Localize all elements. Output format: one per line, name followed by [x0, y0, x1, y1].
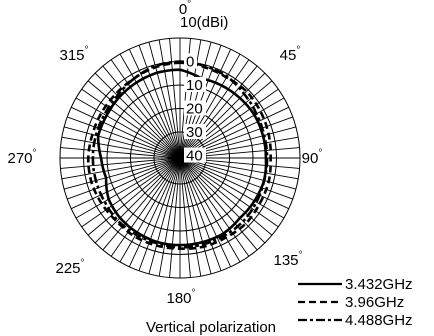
grid-ring — [130, 108, 230, 208]
grid-spoke — [158, 160, 181, 277]
grid-spoke — [181, 80, 273, 157]
radial-tick-label: 30 — [186, 124, 203, 141]
grid-spoke — [181, 72, 266, 157]
grid-spoke — [87, 80, 179, 157]
grid-spoke — [138, 45, 180, 156]
grid-spoke — [110, 59, 179, 157]
grid-spoke — [63, 126, 178, 158]
grid-spoke — [60, 147, 178, 159]
grid-spoke — [181, 88, 279, 157]
axis-labels: 10(dBi) 0 10 20 30 40 0° 45° 90° 135° 180° 225° 270… — [7, 0, 322, 307]
grid-spoke — [67, 158, 178, 200]
angle-label: 90° — [302, 148, 323, 167]
grid-spoke — [179, 160, 202, 277]
grid-spoke — [94, 159, 179, 244]
radial-tick-bg — [184, 53, 197, 69]
grid-spoke — [182, 158, 289, 210]
grid-spoke — [158, 39, 181, 156]
angle-label: 45° — [280, 45, 301, 64]
legend-label: 3.432GHz — [345, 276, 413, 293]
grid-spoke — [119, 159, 180, 263]
grid-spoke — [181, 159, 250, 257]
legend-label: 4.488GHz — [345, 312, 413, 329]
grid-ring — [106, 84, 254, 232]
grid-spoke — [61, 157, 178, 180]
radial-tick-label: 0 — [186, 54, 194, 71]
radial-tick-label: 40 — [186, 148, 203, 165]
grid-spoke — [102, 159, 179, 251]
grid-spoke — [87, 159, 179, 236]
grid-spoke — [148, 41, 180, 156]
grid-spoke — [180, 160, 212, 275]
angle-label: 180° — [166, 288, 195, 307]
grid-spoke — [128, 160, 180, 267]
legend-label: 3.96GHz — [345, 294, 404, 311]
grid-spoke — [181, 159, 279, 228]
angle-label: 0° — [179, 0, 191, 18]
angle-label: 135° — [273, 250, 302, 269]
grid-spoke — [181, 97, 285, 158]
grid-spoke — [102, 65, 179, 157]
angle-label: 225° — [55, 258, 84, 277]
polar-grid — [59, 37, 301, 279]
grid-spoke — [181, 159, 266, 244]
radial-tick-bg — [184, 100, 206, 116]
grid-spoke — [119, 53, 180, 157]
grid-spoke — [181, 159, 273, 236]
grid-spoke — [71, 158, 178, 210]
grid-spoke — [128, 49, 180, 156]
grid-spoke — [169, 38, 181, 156]
grid-spoke — [60, 157, 178, 169]
pattern-traces — [86, 60, 272, 250]
grid-spoke — [75, 97, 179, 158]
radial-tick-bg — [184, 124, 206, 139]
radial-tick-bg — [184, 147, 206, 163]
grid-spoke — [61, 136, 178, 159]
grid-spoke — [169, 160, 181, 278]
grid-spoke — [180, 160, 232, 267]
grid-spoke — [181, 158, 285, 219]
grid-spoke — [181, 159, 258, 251]
grid-spoke — [81, 159, 179, 228]
chart-caption: Vertical polarization — [146, 319, 276, 336]
center-disk — [177, 155, 183, 161]
series-trace — [91, 60, 269, 249]
radial-tick-label: 20 — [186, 101, 203, 118]
grid-spoke — [67, 116, 178, 158]
grid-spoke — [182, 158, 293, 200]
grid-spoke — [94, 72, 179, 157]
angle-label: 270° — [7, 148, 36, 167]
grid-spoke — [81, 88, 179, 157]
angle-label: 315° — [59, 45, 88, 64]
grid-spoke — [138, 160, 180, 271]
grid-spoke — [180, 159, 241, 263]
grid-ring — [59, 37, 301, 279]
grid-spoke — [75, 158, 179, 219]
grid-spoke — [182, 158, 297, 190]
grid-spoke — [63, 158, 178, 190]
grid-spoke — [180, 160, 222, 271]
grid-spoke — [179, 39, 202, 156]
radial-tick-label: 10 — [186, 77, 203, 94]
grid-spoke — [181, 59, 250, 157]
grid-spoke — [181, 65, 258, 157]
grid-spoke — [71, 106, 178, 158]
series-trace — [96, 68, 268, 247]
grid-spoke — [110, 159, 179, 257]
radial-tick-bg — [184, 77, 206, 92]
radial-unit-label: 10(dBi) — [180, 14, 228, 31]
grid-spoke — [179, 160, 191, 278]
grid-spoke — [148, 160, 180, 275]
